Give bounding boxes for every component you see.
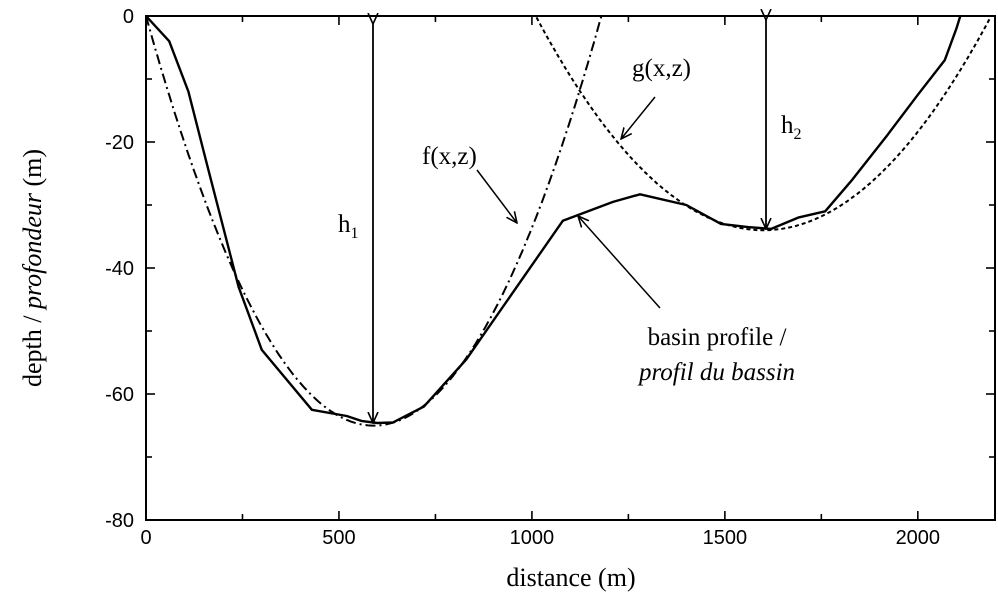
h1-sub: 1 bbox=[351, 225, 359, 242]
basin-profile-line bbox=[146, 16, 962, 425]
f-curve-dashdot bbox=[146, 16, 603, 427]
y-axis-title-part2: profondeur bbox=[18, 192, 47, 311]
g-label-arrow bbox=[621, 96, 656, 139]
x-tick-label: 0 bbox=[140, 527, 151, 549]
profile-label-arrow bbox=[578, 216, 661, 309]
y-tick-label: 0 bbox=[123, 6, 134, 28]
axis-ticks bbox=[145, 15, 995, 521]
y-tick-label: -80 bbox=[105, 510, 134, 532]
y-axis-title-part3: (m) bbox=[18, 149, 47, 193]
x-axis-title: distance (m) bbox=[506, 563, 635, 592]
h1-main: h bbox=[338, 211, 351, 238]
y-axis-title: depth / profondeur (m) bbox=[18, 149, 47, 387]
g-curve-dotted bbox=[534, 16, 993, 232]
x-tick-labels: 0 500 1000 1500 2000 bbox=[140, 527, 940, 549]
y-tick-label: -20 bbox=[105, 132, 134, 154]
y-tick-label: -40 bbox=[105, 258, 134, 280]
y-axis-title-part1: depth / bbox=[18, 309, 47, 387]
x-tick-label: 500 bbox=[322, 527, 355, 549]
h2-main: h bbox=[781, 112, 794, 139]
f-label-arrow bbox=[476, 169, 517, 223]
x-tick-label: 2000 bbox=[896, 527, 941, 549]
g-label: g(x,z) bbox=[632, 55, 691, 82]
f-label: f(x,z) bbox=[422, 143, 477, 170]
h2-label: h2 bbox=[781, 112, 802, 143]
x-tick-label: 1000 bbox=[510, 527, 555, 549]
x-tick-label: 1500 bbox=[703, 527, 748, 549]
h1-label: h1 bbox=[338, 211, 359, 242]
y-tick-labels: 0 -20 -40 -60 -80 bbox=[105, 6, 134, 532]
profile-label-line1: basin profile / bbox=[648, 324, 787, 351]
h2-sub: 2 bbox=[794, 126, 802, 143]
plot-frame bbox=[145, 15, 996, 521]
curves bbox=[146, 16, 993, 427]
profile-label-line2: profil du bassin bbox=[637, 359, 795, 386]
y-tick-label: -60 bbox=[105, 384, 134, 406]
